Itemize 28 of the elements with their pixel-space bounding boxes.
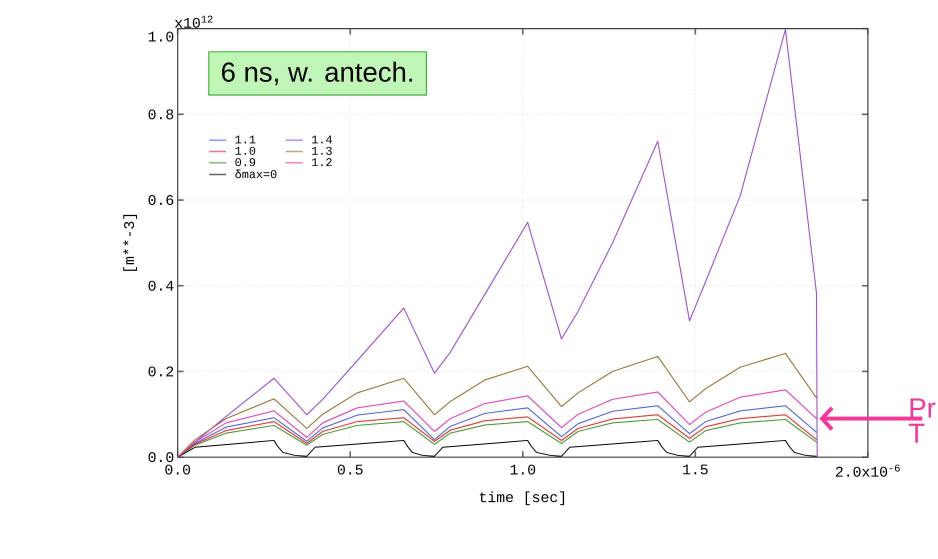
text: x10$^{12}$ [174,16,212,28]
x-axis-title: time [sec] [480,491,564,506]
legend-label: 1.3 [312,146,332,155]
y-tick-label: 0.4 [148,280,174,291]
y-tick-label: 0.6 [148,195,174,206]
y-tick-label: 1.0 [148,32,174,42]
x-tick-label: 0.5 [338,464,363,475]
y-tick-label: 0.0 [148,452,174,462]
text: x10$^{-6}$ [862,464,900,477]
line-series [178,389,817,458]
x-tick-label: 2.0 [836,466,861,477]
legend-label: 1.0 [236,146,256,155]
x-tick-label: 1.0 [510,464,536,475]
legend-label: 1.2 [312,158,332,166]
y-tick-label: 0.2 [148,366,174,377]
annotation: Pr [910,398,936,418]
x-tick-label: 0.0 [165,464,190,475]
text: T [908,424,924,443]
x-tick-label: 1.5 [683,464,708,474]
annotation: 6 ns, w. antech. [222,62,412,86]
legend-label: 1.4 [312,136,332,144]
legend-label: 1.1 [236,136,256,144]
line-series [178,440,817,458]
line-series [178,353,817,458]
y-tick-label: 0.8 [148,109,174,120]
legend-label: 0.9 [235,158,256,166]
y-axis-title: [m**-3] [123,214,137,271]
legend-label: δmax=0 [235,170,276,178]
